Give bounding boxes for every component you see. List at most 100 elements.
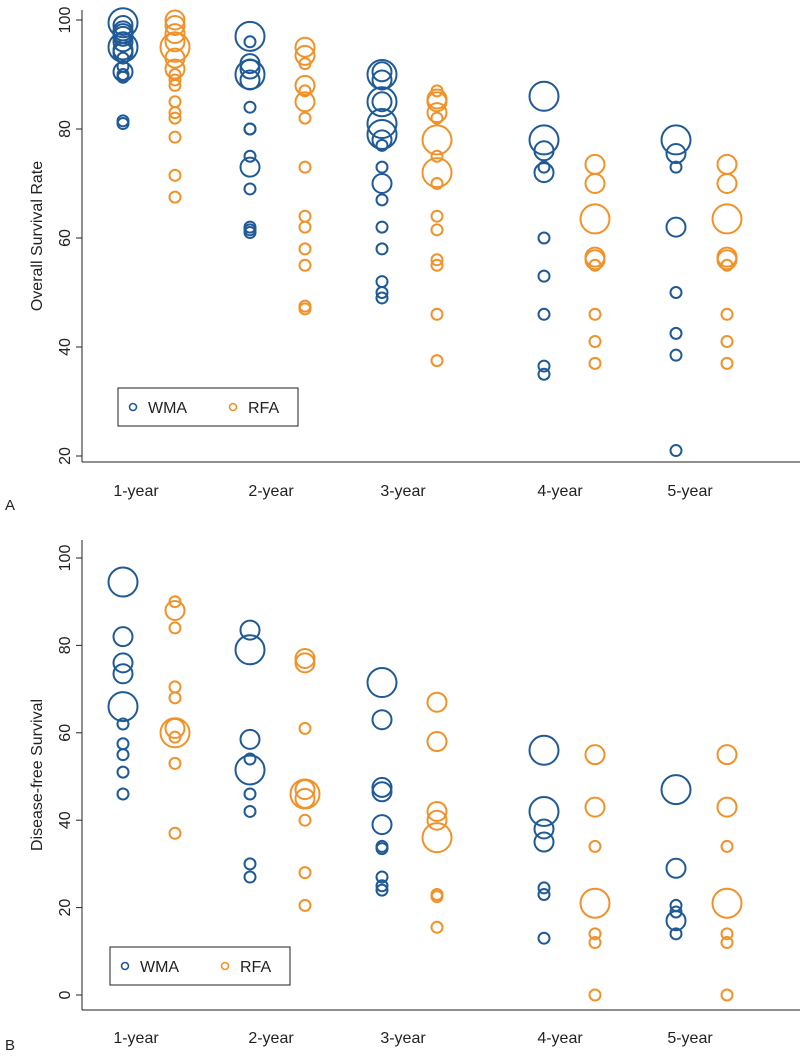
bubble-wma bbox=[669, 286, 683, 299]
bubble-wma bbox=[107, 7, 139, 39]
bubble-wma bbox=[371, 814, 393, 836]
bubble-rfa bbox=[720, 335, 734, 349]
x-tick-label: 5-year bbox=[667, 483, 713, 500]
bubble-rfa bbox=[430, 111, 444, 125]
x-tick-label: 5-year bbox=[667, 1030, 713, 1047]
bubble-rfa bbox=[588, 927, 602, 941]
bubble-rfa bbox=[720, 307, 734, 321]
bubble-rfa bbox=[430, 258, 444, 272]
bubble-wma bbox=[243, 100, 257, 114]
x-tick-label: 4-year bbox=[537, 483, 583, 500]
bubble-rfa bbox=[164, 9, 186, 31]
bubble-rfa bbox=[294, 44, 316, 66]
bubble-wma bbox=[537, 231, 551, 245]
legend-label-rfa: RFA bbox=[248, 400, 279, 417]
bubble-rfa bbox=[584, 249, 606, 271]
x-tick-label: 4-year bbox=[537, 1030, 583, 1047]
bubble-rfa bbox=[168, 106, 182, 120]
bubble-rfa bbox=[159, 717, 191, 749]
bubble-rfa bbox=[584, 796, 606, 818]
bubble-rfa bbox=[421, 822, 453, 854]
bubble-rfa bbox=[164, 23, 186, 45]
bubble-wma bbox=[371, 69, 393, 91]
bubble-wma bbox=[243, 804, 257, 818]
y-tick-label: 40 bbox=[57, 811, 74, 829]
bubble-rfa bbox=[716, 796, 738, 818]
bubble-rfa bbox=[426, 800, 448, 822]
bubble-wma bbox=[371, 776, 393, 798]
y-tick-label: 20 bbox=[57, 447, 74, 465]
bubble-wma bbox=[528, 124, 560, 156]
bubble-rfa bbox=[588, 839, 602, 853]
bubble-rfa bbox=[720, 936, 734, 950]
y-axis-label: Overall Survival Rate bbox=[29, 161, 46, 311]
bubble-wma bbox=[107, 566, 139, 598]
legend-marker-wma bbox=[120, 961, 130, 971]
bubble-rfa bbox=[298, 84, 312, 98]
bubble-rfa bbox=[164, 58, 186, 80]
bubble-rfa bbox=[579, 203, 611, 235]
bubble-wma bbox=[375, 193, 389, 207]
bubble-rfa bbox=[298, 258, 312, 272]
bubble-wma bbox=[243, 35, 257, 49]
bubble-rfa bbox=[430, 209, 444, 223]
y-tick-label: 80 bbox=[57, 636, 74, 654]
bubble-wma bbox=[239, 728, 261, 750]
bubble-wma bbox=[116, 748, 130, 762]
bubble-rfa bbox=[430, 890, 444, 904]
bubble-rfa bbox=[294, 36, 316, 58]
bubble-rfa bbox=[588, 307, 602, 321]
bubble-wma bbox=[116, 787, 130, 801]
bubble-rfa bbox=[426, 691, 448, 713]
bubble-rfa bbox=[298, 242, 312, 256]
panel-b: Disease-free Survival B 0 20 40 60 80 100 1-y… bbox=[5, 540, 800, 1054]
x-tick-label: 3-year bbox=[380, 1030, 426, 1047]
bubble-wma bbox=[243, 226, 257, 240]
legend-label-rfa: RFA bbox=[240, 959, 271, 976]
bubble-wma bbox=[243, 122, 257, 136]
bubble-wma bbox=[375, 220, 389, 234]
bubble-wma bbox=[533, 140, 555, 162]
bubble-rfa bbox=[298, 302, 312, 316]
bubble-wma bbox=[243, 752, 257, 766]
bubble-wma bbox=[371, 129, 393, 151]
bubble-rfa bbox=[430, 223, 444, 237]
bubble-wma bbox=[533, 831, 555, 853]
bubble-wma bbox=[375, 879, 389, 893]
panel-label-a: A bbox=[5, 497, 15, 514]
legend-marker-rfa bbox=[220, 961, 230, 971]
bubble-wma bbox=[239, 69, 261, 91]
bubble-wma bbox=[112, 14, 134, 36]
bubble-wma bbox=[234, 634, 266, 666]
bubble-wma bbox=[533, 818, 555, 840]
bubble-rfa bbox=[298, 160, 312, 174]
y-ticks: 20 40 60 80 100 bbox=[57, 7, 82, 465]
bubble-rfa bbox=[426, 91, 448, 113]
bubble-rfa bbox=[168, 621, 182, 635]
y-tick-label: 40 bbox=[57, 338, 74, 356]
x-tick-label: 2-year bbox=[248, 483, 294, 500]
bubble-rfa bbox=[168, 680, 182, 694]
bubble-rfa bbox=[430, 253, 444, 267]
bubble-wma bbox=[239, 619, 261, 641]
bubble-wma bbox=[665, 910, 687, 932]
bubble-rfa bbox=[716, 173, 738, 194]
bubble-wma bbox=[537, 307, 551, 321]
bubble-wma bbox=[243, 870, 257, 884]
bubbles bbox=[107, 566, 743, 1002]
bubble-rfa bbox=[716, 153, 738, 175]
bubble-wma bbox=[112, 663, 134, 685]
bubble-rfa bbox=[168, 826, 182, 840]
bubble-rfa bbox=[588, 258, 602, 272]
bubble-rfa bbox=[720, 839, 734, 853]
bubble-rfa bbox=[298, 220, 312, 234]
bubble-rfa bbox=[294, 652, 316, 674]
bubble-rfa bbox=[588, 988, 602, 1002]
bubble-rfa bbox=[720, 258, 734, 272]
bubble-rfa bbox=[168, 691, 182, 705]
bubble-rfa bbox=[164, 47, 186, 69]
y-tick-label: 100 bbox=[57, 7, 74, 34]
bubble-rfa bbox=[430, 354, 444, 368]
